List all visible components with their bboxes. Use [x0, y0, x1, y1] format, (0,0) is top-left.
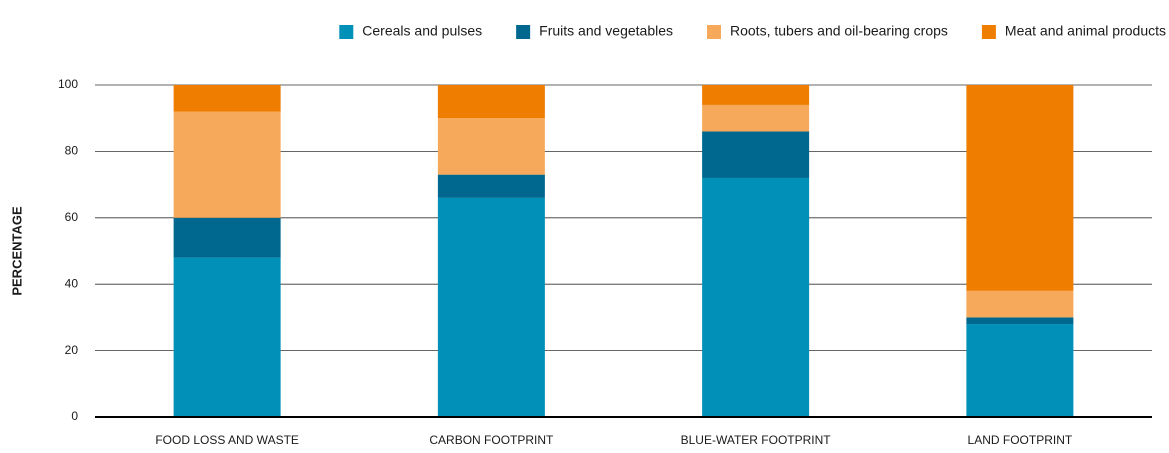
bar-segment [437, 174, 545, 198]
legend-swatch [516, 25, 531, 39]
legend-swatch [707, 25, 721, 39]
legend-swatch [981, 25, 996, 39]
y-tick-label: 0 [71, 409, 78, 423]
bar-segment [966, 317, 1074, 325]
x-tick-label: CARBON FOOTPRINT [429, 433, 554, 447]
legend-text: Roots, tubers and oil-bearing crops [730, 23, 948, 39]
bar-segment [966, 324, 1074, 417]
y-tick-label: 60 [65, 210, 79, 224]
legend-text: Meat and animal products [1005, 23, 1166, 39]
bar-segment [702, 177, 810, 417]
y-tick-label: 20 [65, 343, 79, 357]
x-tick-label: FOOD LOSS AND WASTE [155, 433, 299, 447]
bar-segment [173, 111, 281, 218]
bar-segment [437, 118, 545, 175]
y-axis-label: PERCENTAGE [9, 206, 24, 296]
bar-segment [173, 257, 281, 417]
legend-text: Cereals and pulses [362, 23, 482, 39]
legend-text: Fruits and vegetables [539, 23, 673, 39]
x-tick-label: LAND FOOTPRINT [968, 433, 1073, 447]
y-tick-label: 100 [58, 77, 78, 91]
bar-segment [173, 85, 281, 112]
y-tick-label: 80 [65, 144, 79, 158]
bar-segment [702, 131, 810, 178]
y-tick-label: 40 [65, 276, 79, 290]
bar-segment [437, 197, 545, 417]
bar-segment [702, 85, 810, 105]
bar-segment [702, 104, 810, 132]
legend-swatch [339, 25, 354, 39]
bar-segment [173, 217, 281, 258]
x-tick-label: BLUE-WATER FOOTPRINT [681, 433, 832, 447]
bar-segment [966, 85, 1074, 291]
bar-segment [437, 85, 545, 119]
bar-segment [966, 290, 1074, 318]
